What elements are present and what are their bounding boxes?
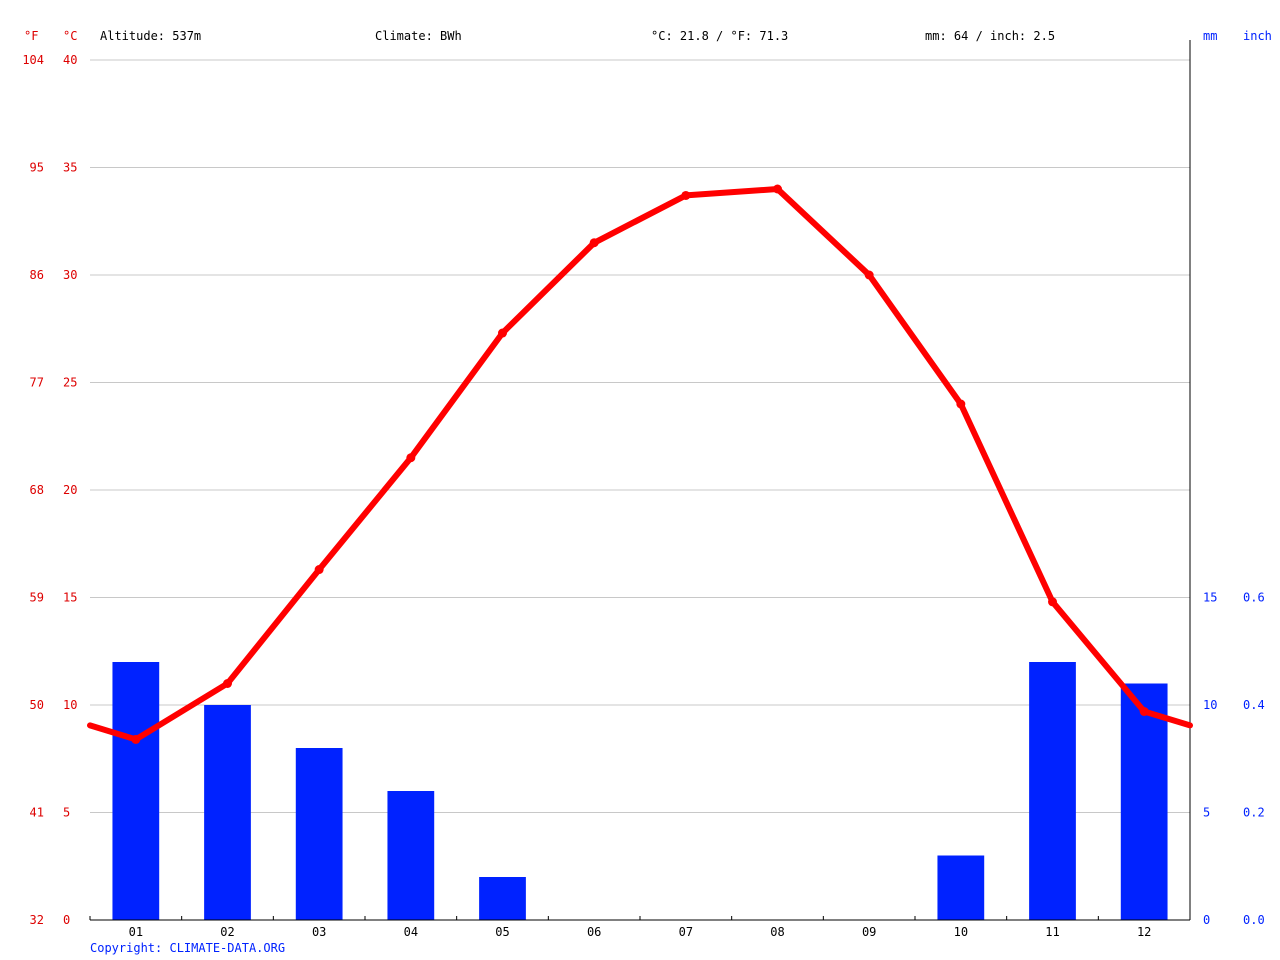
fahrenheit-tick-label: 104: [22, 53, 44, 67]
temperature-point-06: [589, 238, 599, 248]
fahrenheit-tick-label: 86: [30, 268, 44, 282]
fahrenheit-tick-label: 95: [30, 161, 44, 175]
celsius-tick-label: 40: [63, 53, 77, 67]
fahrenheit-tick-label: 41: [30, 806, 44, 820]
month-label-12: 12: [1137, 925, 1151, 939]
celsius-tick-label: 25: [63, 376, 77, 390]
precipitation-total-label: mm: 64 / inch: 2.5: [925, 29, 1055, 43]
precipitation-bar-05: [479, 877, 526, 920]
month-label-04: 04: [404, 925, 418, 939]
month-label-01: 01: [129, 925, 143, 939]
precipitation-bar-10: [937, 855, 985, 920]
celsius-tick-label: 35: [63, 161, 77, 175]
temperature-average-label: °C: 21.8 / °F: 71.3: [651, 29, 788, 43]
mm-unit-label: mm: [1203, 29, 1217, 43]
inch-tick-label: 0.6: [1243, 591, 1265, 605]
temperature-line: [87, 184, 1193, 744]
temperature-point-09: [864, 270, 874, 280]
temperature-axis: 32 0 41 5 50 10 59 15 68 20 77 25 86 30 95 35 104 40: [22, 53, 77, 927]
climate-label: Climate: BWh: [375, 29, 462, 43]
temperature-point-11: [1048, 597, 1057, 607]
inch-tick-label: 0.4: [1243, 698, 1265, 712]
month-label-08: 08: [770, 925, 784, 939]
precipitation-bar-12: [1120, 683, 1168, 920]
month-label-09: 09: [862, 925, 876, 939]
celsius-unit-label: °C: [63, 29, 77, 43]
temperature-point-02: [223, 679, 232, 688]
celsius-tick-label: 5: [63, 806, 70, 820]
celsius-tick-label: 20: [63, 483, 77, 497]
fahrenheit-tick-label: 32: [30, 913, 44, 927]
month-label-03: 03: [312, 925, 326, 939]
precipitation-axis: 0 0.0 5 0.2 10 0.4 15 0.6: [1189, 40, 1265, 927]
grid-lines: [90, 59, 1190, 813]
fahrenheit-tick-label: 77: [30, 376, 44, 390]
fahrenheit-tick-label: 50: [30, 698, 44, 712]
precipitation-bar-01: [112, 662, 160, 920]
temperature-series-line: [87, 186, 1193, 743]
mm-tick-label: 10: [1203, 698, 1217, 712]
month-label-05: 05: [495, 925, 509, 939]
fahrenheit-tick-label: 68: [30, 483, 44, 497]
temperature-point-04: [406, 453, 416, 463]
temperature-point-08: [773, 184, 782, 194]
temperature-point-10: [956, 399, 966, 409]
temperature-point-05: [498, 328, 507, 338]
inch-tick-label: 0.2: [1243, 806, 1265, 820]
celsius-tick-label: 0: [63, 913, 70, 927]
month-label-11: 11: [1045, 925, 1059, 939]
mm-tick-label: 15: [1203, 591, 1217, 605]
precipitation-bar-11: [1029, 662, 1076, 920]
temperature-point-03: [314, 565, 324, 575]
copyright-text: Copyright: CLIMATE-DATA.ORG: [90, 941, 285, 955]
temperature-point-07: [681, 190, 691, 200]
celsius-tick-label: 10: [63, 698, 77, 712]
month-label-10: 10: [954, 925, 968, 939]
temperature-point-01: [131, 734, 141, 744]
fahrenheit-tick-label: 59: [30, 591, 44, 605]
mm-tick-label: 0: [1203, 913, 1210, 927]
altitude-label: Altitude: 537m: [100, 29, 201, 43]
precipitation-bars: [112, 662, 1168, 920]
precipitation-bar-02: [204, 705, 251, 920]
precipitation-bar-03: [295, 748, 343, 920]
fahrenheit-unit-label: °F: [24, 29, 38, 43]
precipitation-bar-04: [387, 791, 435, 920]
mm-tick-label: 5: [1203, 806, 1210, 820]
inch-tick-label: 0.0: [1243, 913, 1265, 927]
temperature-point-12: [1139, 706, 1149, 716]
inch-unit-label: inch: [1243, 29, 1272, 43]
month-axis: 01 02 03 04 05 06 07 08 09 10 11 12: [89, 916, 1191, 939]
celsius-tick-label: 30: [63, 268, 77, 282]
month-label-06: 06: [587, 925, 601, 939]
month-label-02: 02: [220, 925, 234, 939]
month-label-07: 07: [679, 925, 693, 939]
celsius-tick-label: 15: [63, 591, 77, 605]
